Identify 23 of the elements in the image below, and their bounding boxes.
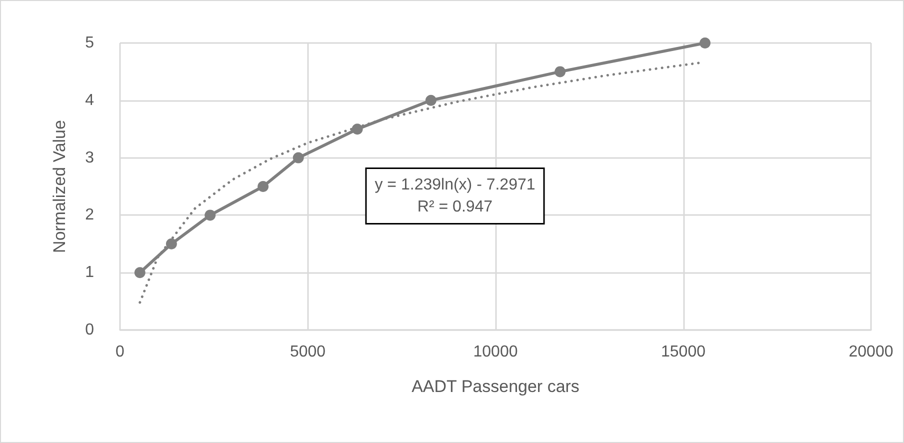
point <box>204 210 216 221</box>
x-tick-label: 10000 <box>473 344 518 360</box>
point <box>258 181 269 192</box>
point <box>554 66 566 78</box>
y-axis-title: Normalized Value <box>50 120 69 253</box>
x-axis-title: AADT Passenger cars <box>412 377 580 396</box>
annotation: y = 1.239ln(x) - 7.2971 R² = 0.947 <box>374 176 536 216</box>
x-tick-label: 5000 <box>290 344 326 360</box>
y-tick-label: 4 <box>85 92 94 109</box>
y-tick-label: 3 <box>85 149 94 166</box>
y-tick-label: 2 <box>85 206 94 224</box>
y-tick-label: 1 <box>85 264 94 282</box>
y-tick-label: 0 <box>85 322 94 338</box>
x-tick-label: 0 <box>116 344 125 360</box>
point <box>352 124 363 135</box>
point <box>425 94 436 106</box>
x-tick-label: 15000 <box>661 344 706 360</box>
x-tick-label: 20000 <box>848 344 894 360</box>
point <box>292 152 304 164</box>
point <box>134 267 146 278</box>
y-tick-label: 5 <box>85 34 94 52</box>
point <box>700 38 711 48</box>
point <box>166 238 177 250</box>
